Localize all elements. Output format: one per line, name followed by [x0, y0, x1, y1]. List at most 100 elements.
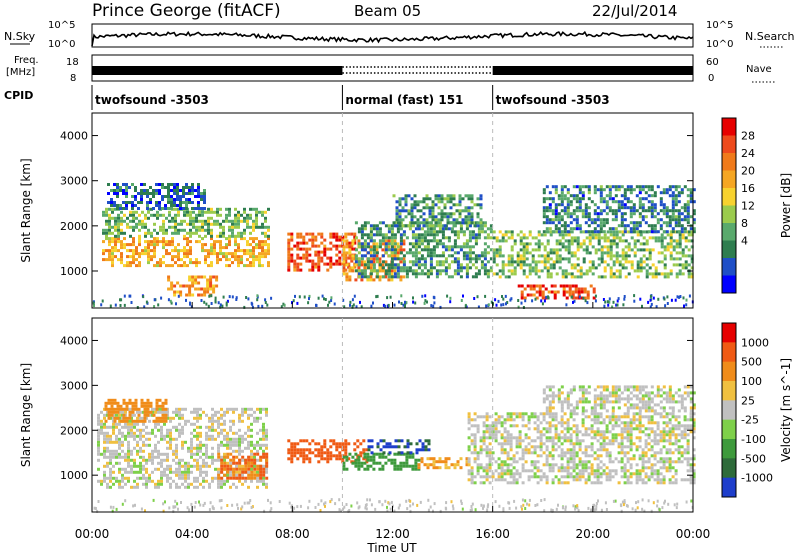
- heatmap-cell: [545, 295, 548, 299]
- heatmap-cell: [509, 415, 513, 419]
- heatmap-cell: [623, 295, 626, 298]
- heatmap-cell: [411, 230, 415, 234]
- heatmap-cell: [385, 445, 389, 449]
- heatmap-cell: [366, 266, 370, 270]
- heatmap-cell: [185, 284, 189, 288]
- heatmap-cell: [515, 436, 519, 440]
- heatmap-cell: [202, 410, 205, 414]
- heatmap-cell: [186, 264, 189, 268]
- heatmap-cell: [465, 245, 469, 249]
- heatmap-cell: [121, 455, 124, 459]
- heatmap-cell: [217, 422, 220, 426]
- heatmap-cell: [161, 407, 165, 411]
- heatmap-cell: [494, 424, 498, 428]
- heatmap-cell: [494, 421, 498, 425]
- heatmap-cell: [632, 221, 636, 225]
- power-cells: [92, 183, 696, 309]
- heatmap-cell: [163, 467, 166, 471]
- heatmap-cell: [123, 264, 126, 268]
- heatmap-cell: [516, 257, 520, 261]
- heatmap-cell: [465, 224, 469, 228]
- heatmap-cell: [378, 245, 382, 249]
- heatmap-cell: [656, 185, 660, 189]
- heatmap-cell: [225, 243, 228, 247]
- heatmap-cell: [231, 252, 234, 256]
- heatmap-cell: [439, 305, 442, 309]
- heatmap-cell: [207, 231, 210, 235]
- heatmap-cell: [426, 227, 430, 231]
- heatmap-cell: [123, 294, 126, 298]
- heatmap-cell: [189, 228, 192, 232]
- heatmap-cell: [345, 458, 349, 462]
- heatmap-cell: [202, 452, 205, 456]
- heatmap-cell: [521, 481, 525, 485]
- heatmap-cell: [462, 294, 464, 298]
- heatmap-cell: [193, 476, 196, 480]
- heatmap-cell: [213, 249, 216, 253]
- heatmap-cell: [183, 210, 186, 214]
- heatmap-cell: [178, 458, 181, 462]
- heatmap-cell: [181, 476, 184, 480]
- heatmap-cell: [119, 404, 123, 408]
- heatmap-cell: [419, 215, 423, 219]
- heatmap-cell: [130, 452, 133, 456]
- heatmap-cell: [671, 230, 675, 234]
- heatmap-cell: [464, 194, 468, 198]
- heatmap-cell: [398, 300, 400, 304]
- heatmap-cell: [504, 239, 508, 243]
- heatmap-cell: [680, 212, 684, 216]
- heatmap-cell: [600, 260, 604, 264]
- heatmap-cell: [572, 478, 576, 482]
- heatmap-cell: [582, 272, 586, 276]
- heatmap-cell: [435, 260, 439, 264]
- heatmap-cell: [387, 303, 390, 307]
- heatmap-cell: [524, 451, 528, 455]
- heatmap-cell: [407, 224, 411, 228]
- heatmap-cell: [486, 236, 490, 240]
- heatmap-cell: [527, 442, 531, 446]
- heatmap-cell: [405, 275, 409, 279]
- heatmap-cell: [600, 275, 604, 279]
- heatmap-cell: [201, 222, 204, 226]
- heatmap-cell: [127, 440, 130, 444]
- heatmap-cell: [265, 437, 268, 441]
- heatmap-cell: [220, 464, 224, 468]
- heatmap-cell: [519, 254, 523, 258]
- heatmap-cell: [566, 424, 570, 428]
- heatmap-cell: [246, 222, 249, 226]
- heatmap-cell: [384, 242, 388, 246]
- heatmap-cell: [401, 224, 405, 228]
- heatmap-cell: [387, 245, 391, 249]
- heatmap-cell: [608, 185, 612, 189]
- heatmap-cell: [393, 275, 397, 279]
- heatmap-cell: [109, 304, 112, 308]
- heatmap-cell: [223, 419, 226, 423]
- heatmap-cell: [329, 445, 333, 449]
- heatmap-cell: [566, 439, 570, 443]
- heatmap-cell: [614, 200, 618, 204]
- heatmap-cell: [690, 233, 694, 237]
- heatmap-cell: [158, 404, 162, 408]
- heatmap-cell: [117, 213, 120, 217]
- heatmap-cell: [256, 476, 259, 480]
- heatmap-cell: [267, 207, 270, 211]
- heatmap-cell: [381, 248, 385, 252]
- heatmap-cell: [669, 251, 673, 255]
- heatmap-cell: [398, 209, 402, 213]
- heatmap-cell: [142, 443, 145, 447]
- heatmap-cell: [535, 284, 539, 288]
- heatmap-cell: [678, 272, 682, 276]
- heatmap-cell: [381, 464, 385, 468]
- heatmap-cell: [495, 272, 499, 276]
- heatmap-cell: [369, 455, 373, 459]
- heatmap-cell: [536, 427, 540, 431]
- heatmap-cell: [668, 215, 672, 219]
- heatmap-cell: [684, 239, 688, 243]
- heatmap-cell: [688, 294, 691, 298]
- heatmap-cell: [152, 192, 155, 195]
- heatmap-cell: [549, 257, 553, 261]
- heatmap-cell: [599, 212, 603, 216]
- heatmap-cell: [244, 407, 247, 411]
- heatmap-cell: [423, 233, 427, 237]
- heatmap-cell: [560, 469, 564, 473]
